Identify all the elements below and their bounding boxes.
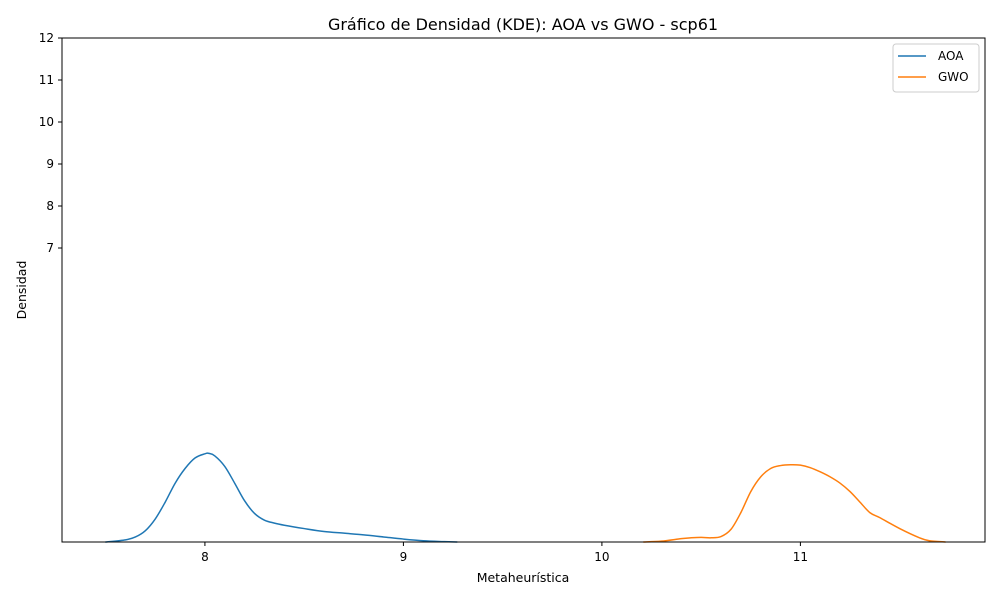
x-tick-label: 10	[594, 550, 609, 564]
y-tick-label: 11	[39, 73, 54, 87]
y-tick-label: 12	[39, 31, 54, 45]
x-tick-label: 9	[400, 550, 408, 564]
legend-box	[892, 43, 980, 93]
series-lines	[104, 452, 947, 543]
y-axis-ticks: 7 8 9 10 11 12	[39, 31, 62, 255]
series-line-gwo	[642, 463, 947, 543]
y-tick-label: 7	[46, 241, 54, 255]
y-tick-label: 10	[39, 115, 54, 129]
x-axis-ticks: 8 9 10 11	[201, 542, 808, 564]
y-tick-label: 9	[46, 157, 54, 171]
x-tick-label: 11	[793, 550, 808, 564]
legend: AOA GWO	[892, 43, 980, 93]
chart-title: Gráfico de Densidad (KDE): AOA vs GWO - …	[328, 15, 718, 34]
plot-frame	[61, 37, 986, 543]
y-axis-label: Densidad	[14, 261, 29, 320]
x-tick-label: 8	[201, 550, 209, 564]
legend-label-aoa: AOA	[938, 49, 964, 63]
legend-label-gwo: GWO	[938, 70, 969, 84]
y-tick-label: 8	[46, 199, 54, 213]
series-line-aoa	[104, 452, 458, 543]
x-axis-label: Metaheurística	[477, 570, 570, 585]
